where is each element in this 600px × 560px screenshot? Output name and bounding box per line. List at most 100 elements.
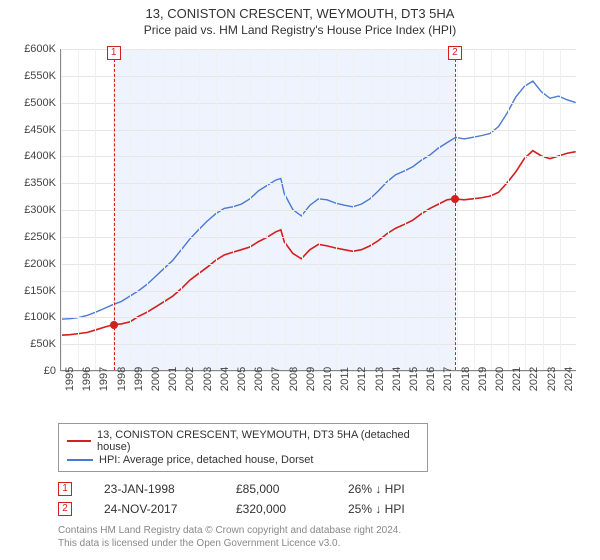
legend-item: HPI: Average price, detached house, Dors… [67,454,419,466]
transaction-date: 23-JAN-1998 [104,482,204,496]
transaction-delta: 25% ↓ HPI [348,502,405,516]
gridline-v [474,49,475,370]
x-axis-label: 1996 [81,367,93,391]
gridline-v [491,49,492,370]
x-axis-label: 1999 [133,367,145,391]
transaction-marker-box: 1 [107,46,121,60]
chart-area: 12 £0£50K£100K£150K£200K£250K£300K£350K£… [12,43,588,415]
transaction-point [110,321,118,329]
x-axis-label: 2002 [184,367,196,391]
gridline-v [78,49,79,370]
gridline-v [61,49,62,370]
gridline-v [371,49,372,370]
credit-line-1: Contains HM Land Registry data © Crown c… [58,524,588,537]
gridline-v [233,49,234,370]
gridline-v [405,49,406,370]
legend-label: 13, CONISTON CRESCENT, WEYMOUTH, DT3 5HA… [97,429,419,453]
x-axis-label: 1995 [64,367,76,391]
x-axis-label: 2004 [219,367,231,391]
gridline-v [285,49,286,370]
transaction-price: £320,000 [236,502,316,516]
x-axis-label: 2014 [391,367,403,391]
gridline-v [95,49,96,370]
x-axis-label: 2017 [442,367,454,391]
gridline-v [560,49,561,370]
transaction-delta: 26% ↓ HPI [348,482,405,496]
y-axis-label: £300K [12,204,56,216]
x-axis-label: 2020 [494,367,506,391]
y-axis-label: £550K [12,70,56,82]
legend-swatch [67,440,91,442]
y-axis-label: £350K [12,177,56,189]
x-axis-label: 2018 [460,367,472,391]
gridline-v [336,49,337,370]
x-axis-label: 2023 [546,367,558,391]
legend: 13, CONISTON CRESCENT, WEYMOUTH, DT3 5HA… [58,423,428,472]
gridline-v [216,49,217,370]
chart-container: 13, CONISTON CRESCENT, WEYMOUTH, DT3 5HA… [0,0,600,558]
transaction-row: 2 24-NOV-2017 £320,000 25% ↓ HPI [58,502,588,516]
x-axis-label: 2019 [477,367,489,391]
gridline-v [130,49,131,370]
transaction-point [451,195,459,203]
gridline-v [525,49,526,370]
chart-title: 13, CONISTON CRESCENT, WEYMOUTH, DT3 5HA [12,6,588,21]
gridline-v [181,49,182,370]
data-credit: Contains HM Land Registry data © Crown c… [58,524,588,550]
gridline-v [439,49,440,370]
gridline-v [543,49,544,370]
gridline-v [147,49,148,370]
gridline-v [388,49,389,370]
x-axis-label: 2008 [288,367,300,391]
x-axis-label: 2012 [356,367,368,391]
y-axis-label: £400K [12,150,56,162]
legend-item: 13, CONISTON CRESCENT, WEYMOUTH, DT3 5HA… [67,429,419,453]
x-axis-label: 2009 [305,367,317,391]
gridline-v [422,49,423,370]
transaction-row: 1 23-JAN-1998 £85,000 26% ↓ HPI [58,482,588,496]
gridline-v [457,49,458,370]
y-axis-label: £200K [12,258,56,270]
plot-region: 12 [60,49,576,371]
gridline-v [250,49,251,370]
x-axis-label: 2010 [322,367,334,391]
transaction-index-box: 1 [58,482,72,496]
y-axis-label: £0 [12,365,56,377]
x-axis-label: 2024 [563,367,575,391]
y-axis-label: £500K [12,97,56,109]
gridline-v [508,49,509,370]
chart-subtitle: Price paid vs. HM Land Registry's House … [12,23,588,37]
x-axis-label: 2011 [339,367,351,391]
legend-label: HPI: Average price, detached house, Dors… [99,454,313,466]
legend-swatch [67,459,93,461]
y-axis-label: £600K [12,43,56,55]
gridline-v [267,49,268,370]
x-axis-label: 2016 [425,367,437,391]
x-axis-label: 2003 [202,367,214,391]
x-axis-label: 2005 [236,367,248,391]
y-axis-label: £50K [12,338,56,350]
x-axis-label: 2013 [374,367,386,391]
x-axis-label: 2000 [150,367,162,391]
y-axis-label: £450K [12,124,56,136]
gridline-v [353,49,354,370]
transaction-index-box: 2 [58,502,72,516]
x-axis-label: 2015 [408,367,420,391]
transactions-table: 1 23-JAN-1998 £85,000 26% ↓ HPI 2 24-NOV-2017… [58,482,588,516]
transaction-price: £85,000 [236,482,316,496]
x-axis-label: 2007 [270,367,282,391]
credit-line-2: This data is licensed under the Open Gov… [58,537,588,550]
x-axis-label: 2021 [511,367,523,391]
x-axis-label: 2022 [528,367,540,391]
gridline-v [164,49,165,370]
x-axis-label: 1998 [116,367,128,391]
transaction-marker-line [455,49,456,370]
gridline-v [302,49,303,370]
transaction-date: 24-NOV-2017 [104,502,204,516]
y-axis-label: £100K [12,311,56,323]
transaction-marker-box: 2 [448,46,462,60]
gridline-v [319,49,320,370]
x-axis-label: 2006 [253,367,265,391]
x-axis-label: 2001 [167,367,179,391]
gridline-v [199,49,200,370]
